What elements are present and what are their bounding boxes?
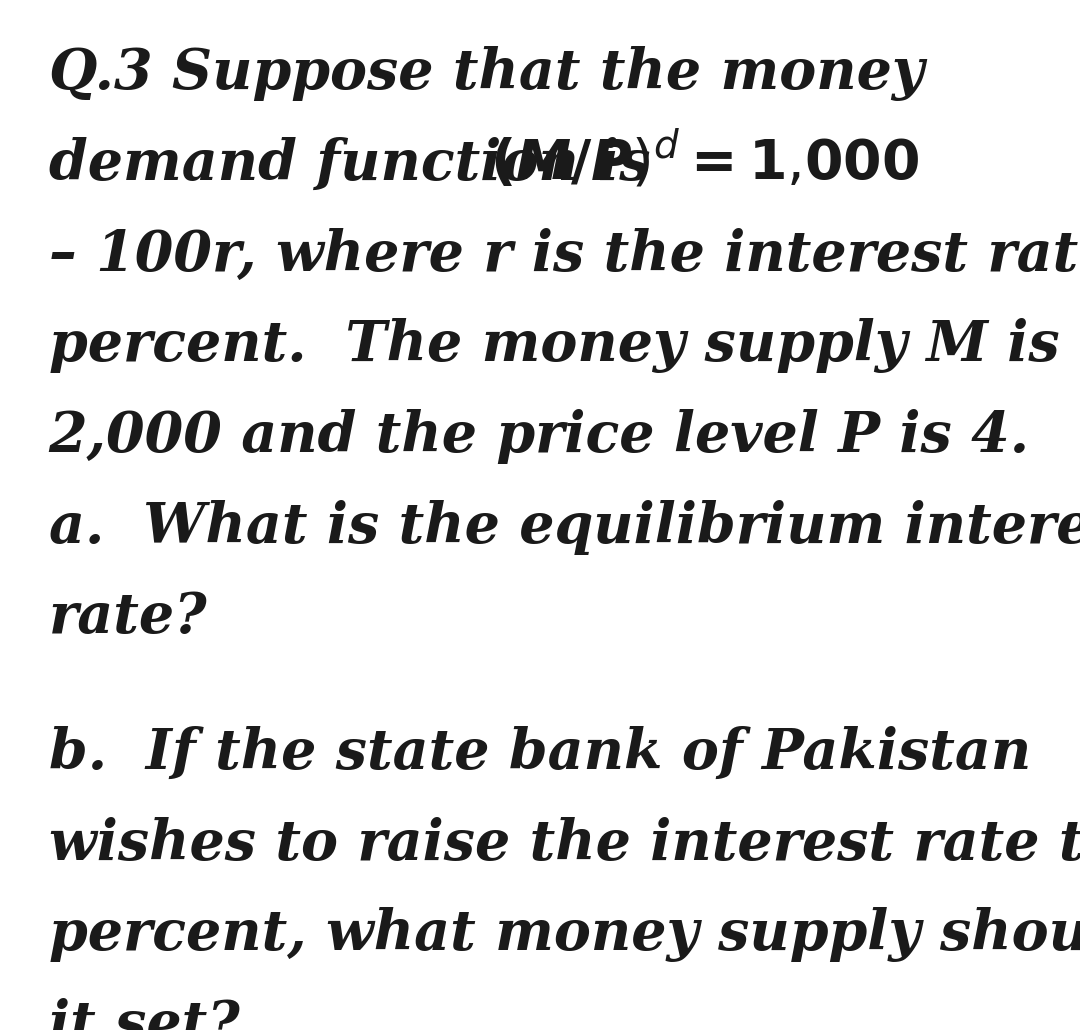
Text: percent.  The money supply M is: percent. The money supply M is <box>49 318 1059 373</box>
Text: b.  If the state bank of Pakistan: b. If the state bank of Pakistan <box>49 726 1030 781</box>
Text: Q.3 Suppose that the money: Q.3 Suppose that the money <box>49 46 923 101</box>
Text: demand function is: demand function is <box>49 137 670 192</box>
Text: a.  What is the equilibrium interest: a. What is the equilibrium interest <box>49 500 1080 554</box>
Text: 2,000 and the price level P is 4.: 2,000 and the price level P is 4. <box>49 409 1029 464</box>
Text: wishes to raise the interest rate to 7: wishes to raise the interest rate to 7 <box>49 817 1080 871</box>
Text: – 100r, where r is the interest rate in: – 100r, where r is the interest rate in <box>49 228 1080 282</box>
Text: percent, what money supply should: percent, what money supply should <box>49 907 1080 962</box>
Text: rate?: rate? <box>49 590 207 645</box>
Text: it set?: it set? <box>49 998 240 1030</box>
Text: $\boldsymbol{(M/P)^d = 1{,}000}$: $\boldsymbol{(M/P)^d = 1{,}000}$ <box>490 129 919 192</box>
